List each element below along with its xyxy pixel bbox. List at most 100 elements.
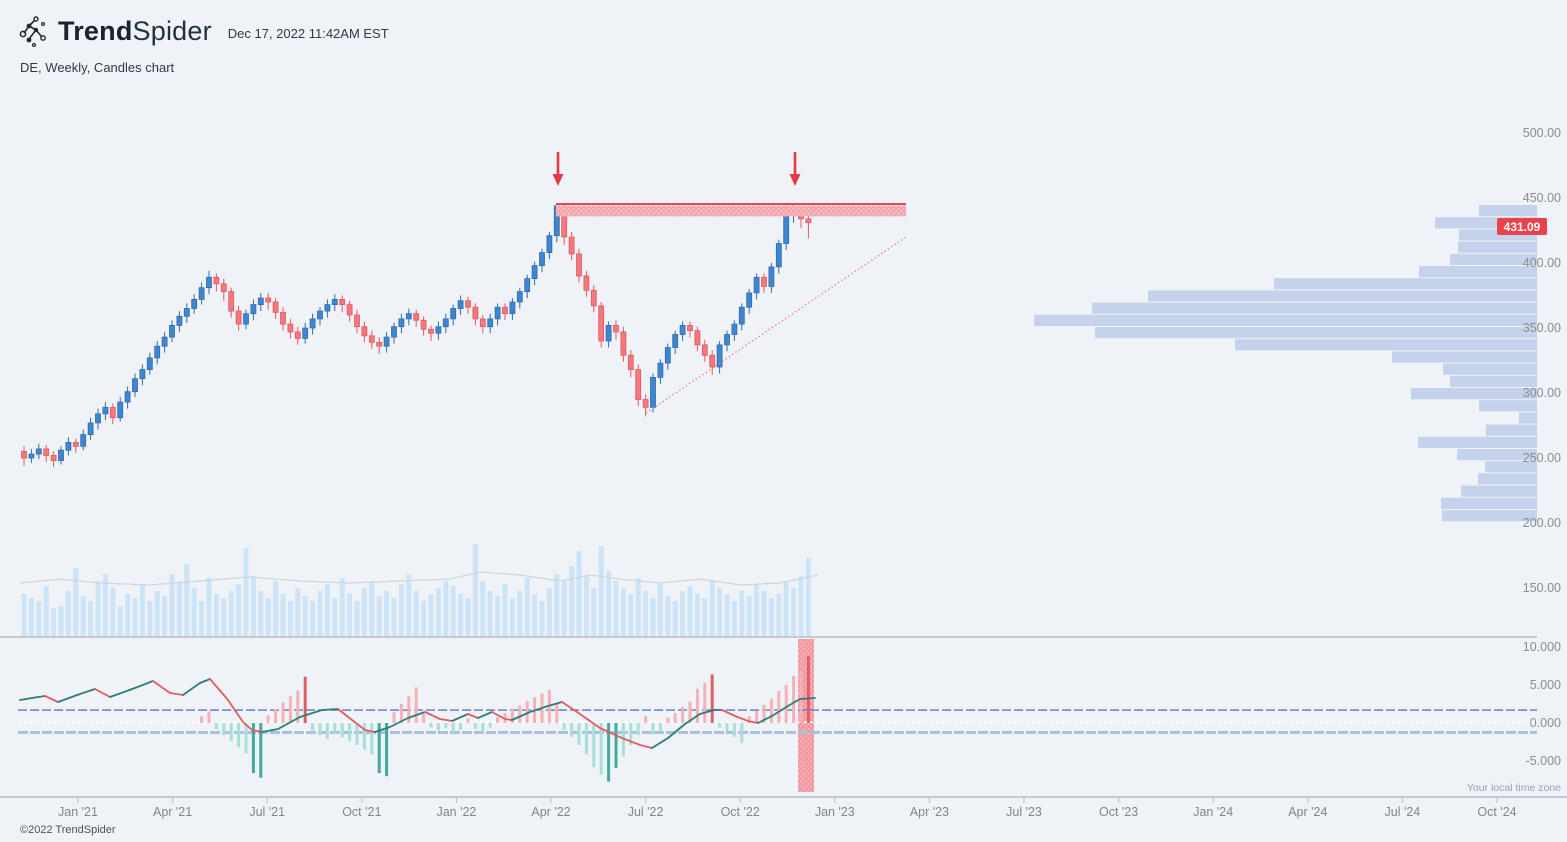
candle-body xyxy=(228,291,235,312)
time-axis-label[interactable]: Oct '21 xyxy=(342,805,381,819)
macd-signal-line-segment xyxy=(261,708,339,733)
volume-bar xyxy=(95,581,101,636)
price-axis-label: 200.00 xyxy=(1523,516,1561,530)
volume-bar xyxy=(132,598,138,636)
ascending-trendline[interactable] xyxy=(645,236,907,414)
macd-histogram-bar xyxy=(407,696,411,723)
macd-histogram-bar xyxy=(621,723,625,757)
time-axis-label[interactable]: Jan '22 xyxy=(436,805,476,819)
candle-body xyxy=(420,319,427,330)
time-axis-label[interactable]: Jan '23 xyxy=(815,805,855,819)
volume-bar xyxy=(598,546,604,636)
candle-body xyxy=(650,376,656,408)
macd-histogram-bar xyxy=(207,711,211,723)
time-axis-label[interactable]: Jul '22 xyxy=(628,805,664,819)
time-axis-label[interactable]: Jul '24 xyxy=(1385,805,1421,819)
volume-bar xyxy=(58,606,64,636)
down-arrow-marker[interactable] xyxy=(552,152,564,186)
candle-body xyxy=(117,401,124,419)
time-axis-label[interactable]: Oct '22 xyxy=(721,805,760,819)
macd-histogram-bar xyxy=(747,716,751,723)
volume-profile-bar xyxy=(1418,436,1537,448)
time-axis-label[interactable]: Apr '24 xyxy=(1288,805,1327,819)
time-axis-label[interactable]: Apr '21 xyxy=(153,805,192,819)
candle-body xyxy=(21,451,27,459)
macd-histogram-bar xyxy=(399,704,403,723)
macd-signal-line-segment xyxy=(374,711,426,733)
volume-bar xyxy=(406,574,412,636)
candle-body xyxy=(317,310,323,320)
macd-histogram-bar xyxy=(259,723,263,778)
candle-body xyxy=(339,298,346,305)
candle-body xyxy=(516,291,523,303)
volume-bar xyxy=(487,591,493,636)
trendspider-logo-icon[interactable] xyxy=(18,14,48,48)
volume-bar xyxy=(694,594,700,636)
volume-bar xyxy=(176,581,182,636)
volume-profile-bar xyxy=(1274,278,1537,290)
volume-bar xyxy=(650,598,656,636)
volume-profile-bar xyxy=(1411,388,1537,400)
time-axis-label[interactable]: Apr '22 xyxy=(531,805,570,819)
time-axis-label[interactable]: Jan '24 xyxy=(1193,805,1233,819)
chart-subtitle: DE, Weekly, Candles chart xyxy=(20,60,175,75)
candle-body xyxy=(102,406,109,415)
candle-body xyxy=(598,305,605,342)
time-axis-label[interactable]: Jan '21 xyxy=(58,805,98,819)
volume-profile-bar xyxy=(1479,400,1537,412)
candle-body xyxy=(694,330,701,346)
resistance-zone[interactable] xyxy=(556,205,906,217)
macd-histogram-bar xyxy=(244,723,248,754)
volume-profile-bar xyxy=(1095,327,1537,339)
macd-histogram-bar xyxy=(303,676,307,723)
volume-bar xyxy=(561,581,567,636)
macd-signal-line-segment xyxy=(337,708,376,733)
candle-body xyxy=(368,335,375,343)
candle-body xyxy=(428,328,434,334)
candle-body xyxy=(272,301,279,313)
price-axis-label: 350.00 xyxy=(1523,321,1561,335)
drawing-annotations[interactable] xyxy=(552,152,907,414)
candle-body xyxy=(198,287,205,300)
candle-body xyxy=(346,304,353,316)
candle-body xyxy=(746,292,753,308)
volume-bar xyxy=(347,594,353,636)
volume-bar xyxy=(206,578,212,636)
candle-body xyxy=(243,313,249,325)
time-axis-label[interactable]: Oct '24 xyxy=(1477,805,1516,819)
candle-body xyxy=(679,324,686,335)
macd-histogram-bar xyxy=(340,723,344,738)
volume-bar xyxy=(73,568,79,636)
macd-histogram-bar xyxy=(459,723,463,730)
candle-body xyxy=(95,413,101,424)
candle-body xyxy=(280,311,286,325)
candle-body xyxy=(590,289,597,307)
macd-histogram-bar xyxy=(629,723,633,746)
macd-signal-line-segment xyxy=(209,678,263,733)
time-axis-label[interactable]: Apr '23 xyxy=(910,805,949,819)
brand-wordmark[interactable]: TrendSpider xyxy=(58,16,212,47)
time-axis-label[interactable]: Jul '23 xyxy=(1006,805,1042,819)
time-axis-label[interactable]: Jul '21 xyxy=(249,805,285,819)
volume-bar xyxy=(184,564,190,636)
candle-body xyxy=(176,315,183,326)
macd-histogram-bar xyxy=(466,718,470,723)
macd-signal-line-segment xyxy=(57,688,96,703)
candle-body xyxy=(72,441,79,447)
volume-bar xyxy=(665,596,671,636)
price-axis-label: 450.00 xyxy=(1523,191,1561,205)
macd-signal-line-segment xyxy=(109,680,154,698)
volume-bar xyxy=(250,576,256,636)
macd-histogram-bar xyxy=(274,709,278,723)
candle-body xyxy=(206,276,212,289)
volume-bar xyxy=(169,574,175,636)
volume-bar xyxy=(413,591,419,636)
timezone-note[interactable]: Your local time zone xyxy=(1466,782,1561,794)
macd-histogram-bar xyxy=(732,723,736,737)
axes: 500.00 450.00 400.00 350.00 300.00 250.00 200.… xyxy=(0,126,1567,819)
volume-bar xyxy=(635,578,641,636)
time-axis-label[interactable]: Oct '23 xyxy=(1099,805,1138,819)
volume-bar xyxy=(125,594,131,636)
down-arrow-marker[interactable] xyxy=(789,152,801,186)
